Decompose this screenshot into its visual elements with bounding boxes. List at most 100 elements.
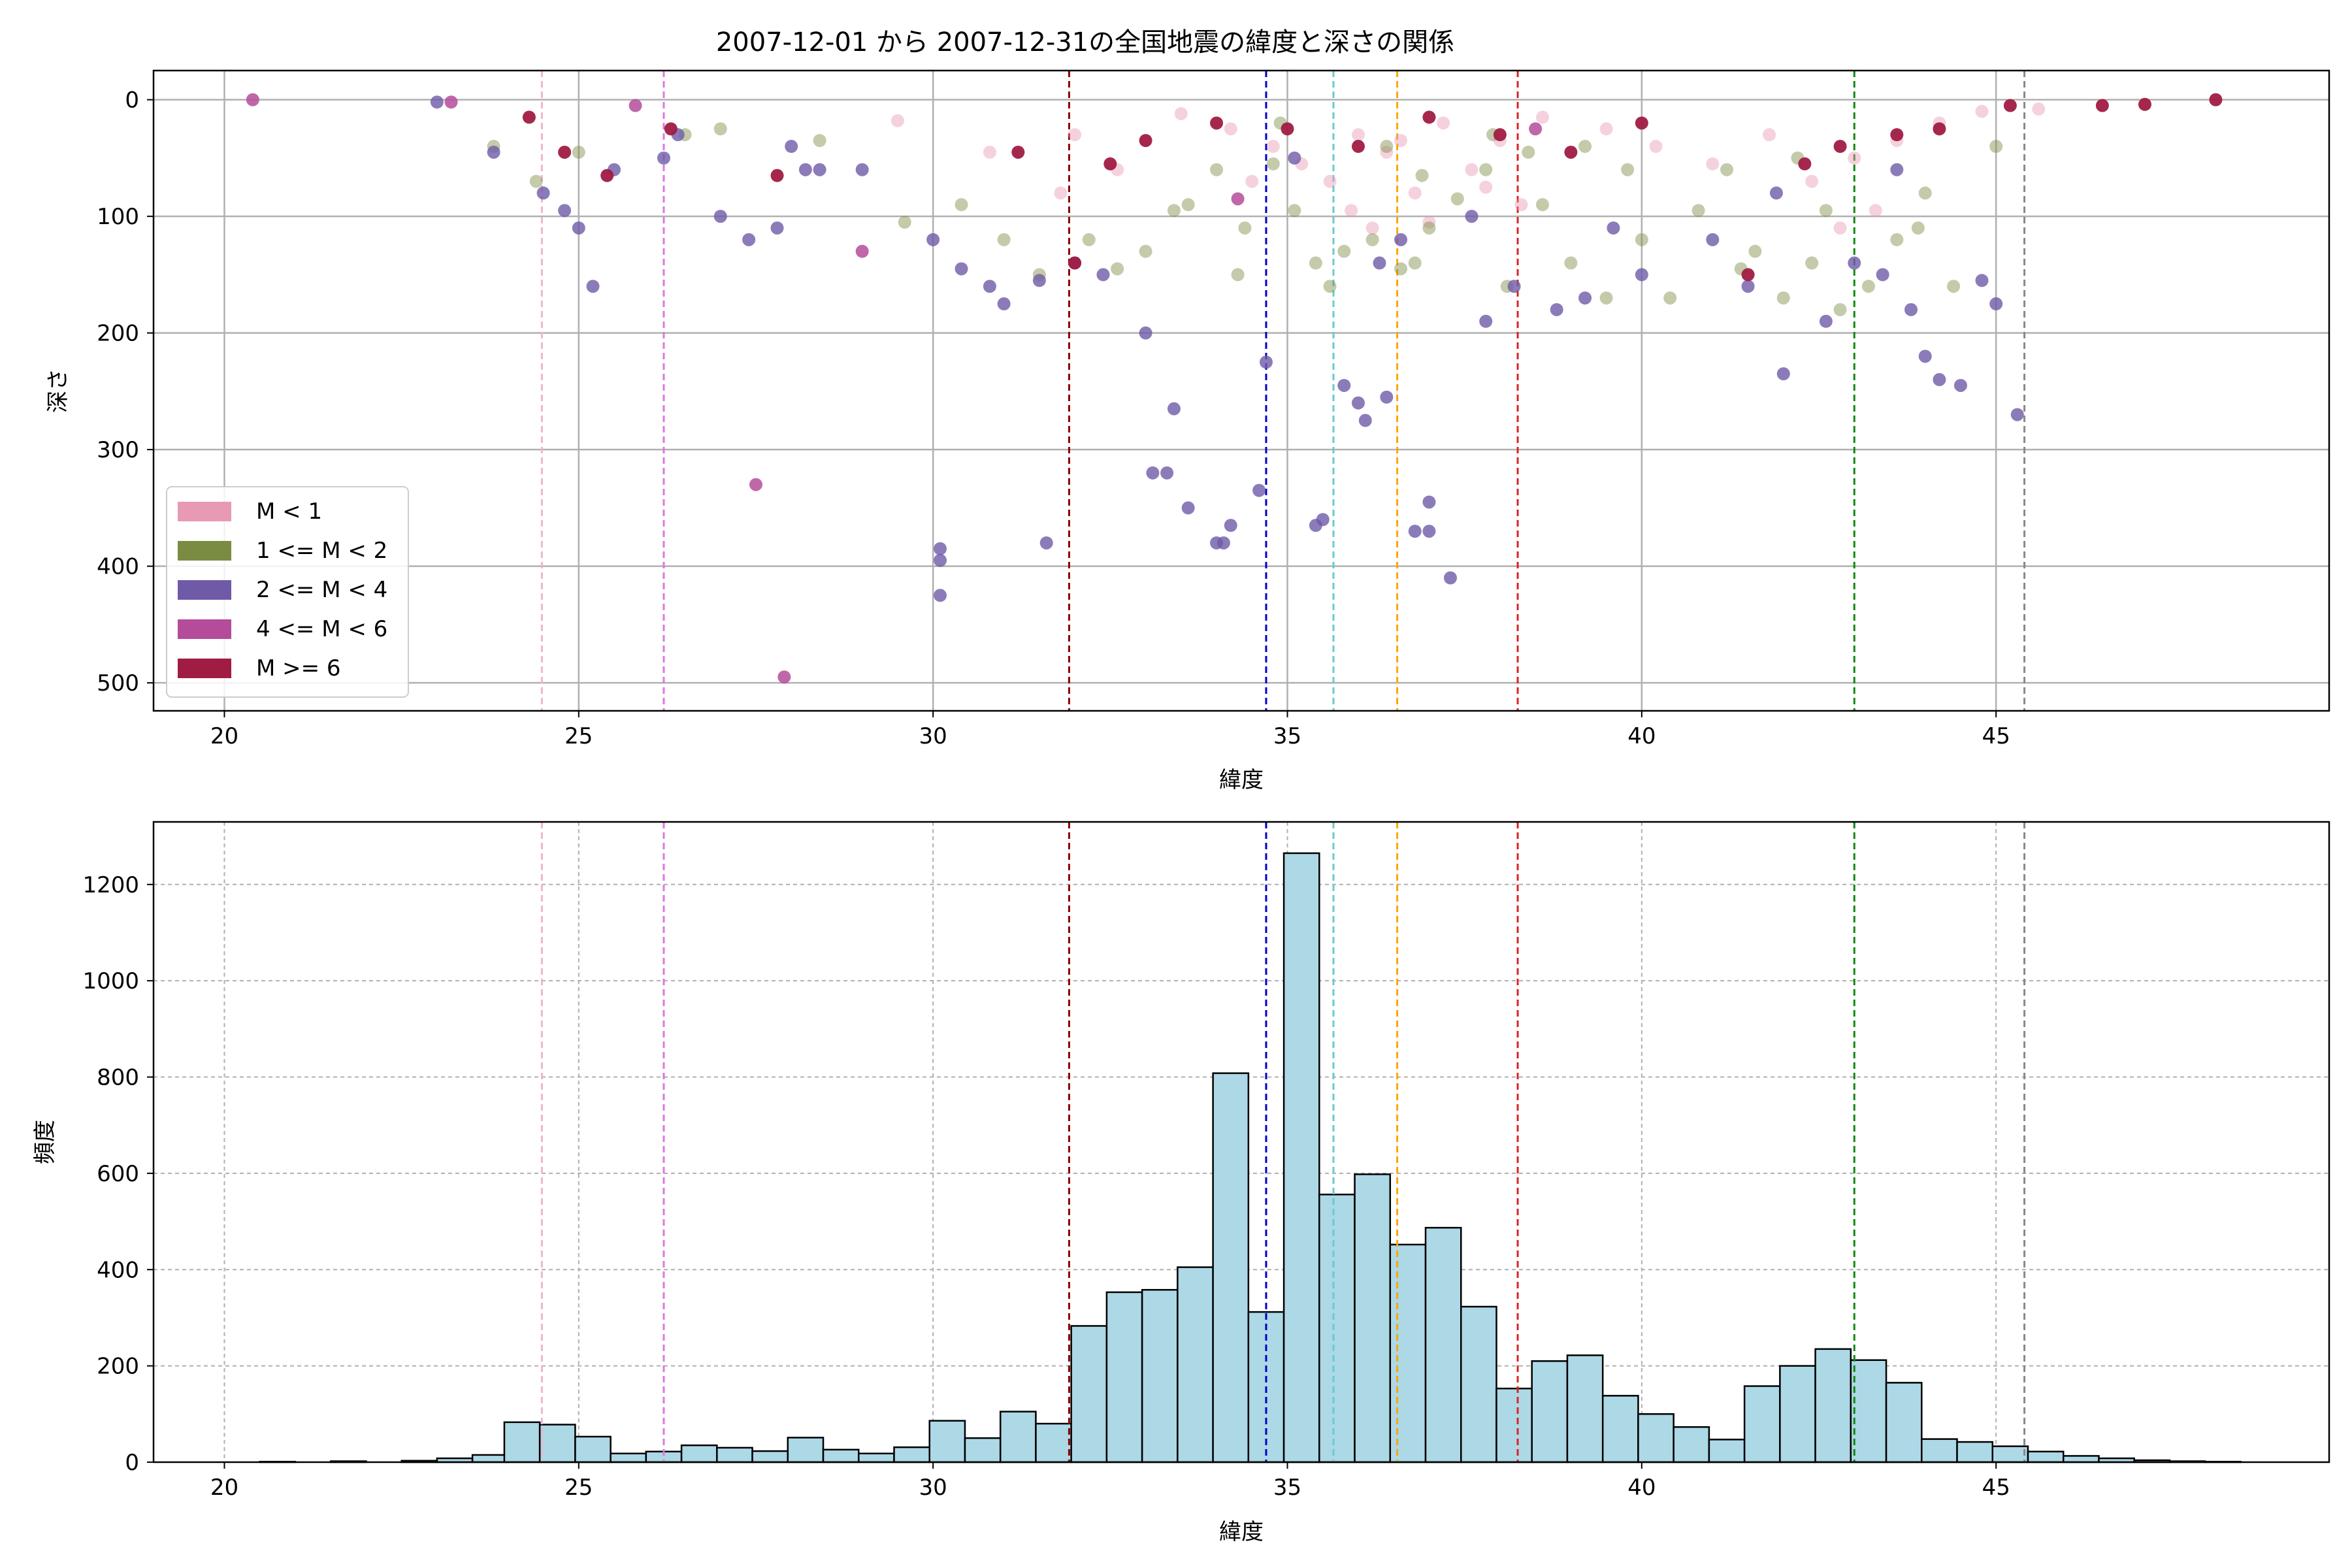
data-point xyxy=(855,163,869,176)
data-point xyxy=(1479,180,1493,194)
data-point xyxy=(1217,536,1230,549)
scatter-title: 2007-12-01 から 2007-12-31の全国地震の緯度と深さの関係 xyxy=(716,27,1454,57)
data-point xyxy=(749,478,762,491)
data-point xyxy=(1890,128,1904,142)
data-point xyxy=(1323,174,1337,188)
histogram-bar xyxy=(1708,1439,1746,1463)
data-point xyxy=(444,95,458,109)
histogram-bar xyxy=(610,1452,647,1463)
histogram-bar xyxy=(2027,1450,2065,1463)
data-point xyxy=(600,169,614,182)
data-point xyxy=(1989,140,2003,154)
legend-swatch xyxy=(178,541,231,561)
data-point xyxy=(1231,268,1245,282)
data-point xyxy=(1890,163,1904,176)
data-point xyxy=(1082,233,1096,246)
data-point xyxy=(1514,198,1528,212)
data-point xyxy=(1139,244,1152,258)
data-point xyxy=(1741,280,1755,293)
legend-label: 1 <= M < 2 xyxy=(256,538,387,564)
data-point xyxy=(1635,233,1648,246)
y-tick-label: 0 xyxy=(125,88,139,114)
x-tick-label: 20 xyxy=(210,1475,238,1501)
histogram-bar xyxy=(1424,1226,1462,1463)
histogram-bar xyxy=(1779,1365,1816,1463)
data-point xyxy=(572,145,585,159)
data-point xyxy=(572,221,585,235)
data-point xyxy=(1989,297,2003,311)
data-point xyxy=(1507,280,1521,293)
histogram-bar xyxy=(822,1448,860,1463)
data-point xyxy=(586,280,600,293)
data-point xyxy=(1316,513,1330,527)
data-point xyxy=(1288,204,1301,218)
data-point xyxy=(785,140,798,154)
data-point xyxy=(558,204,572,218)
data-point xyxy=(777,670,791,684)
data-point xyxy=(1918,186,1932,200)
data-point xyxy=(1259,355,1273,369)
data-point xyxy=(1096,268,1110,282)
histogram-bar xyxy=(1637,1413,1674,1463)
legend-swatch xyxy=(178,659,231,678)
data-point xyxy=(1741,268,1755,282)
data-point xyxy=(1763,128,1776,142)
data-point xyxy=(1769,186,1783,200)
legend-frame xyxy=(166,486,409,698)
data-point xyxy=(798,163,812,176)
data-point xyxy=(1345,204,1358,218)
data-point xyxy=(926,233,940,246)
histogram-bars xyxy=(259,852,2242,1463)
histogram-bar xyxy=(1743,1385,1781,1463)
data-point xyxy=(1266,157,1280,171)
data-point xyxy=(1281,122,1294,136)
histogram-bar xyxy=(1850,1359,1887,1463)
legend-swatch xyxy=(178,580,231,600)
data-point xyxy=(1422,221,1436,235)
data-point xyxy=(1111,262,1124,276)
histogram-bar xyxy=(1354,1173,1392,1463)
scatter-grid xyxy=(154,71,2329,711)
y-tick-label: 1200 xyxy=(82,872,139,898)
x-tick-label: 20 xyxy=(210,723,238,749)
data-point xyxy=(1358,414,1372,427)
y-tick-label: 100 xyxy=(97,204,139,230)
data-point xyxy=(1607,221,1620,235)
data-point xyxy=(1167,204,1181,218)
data-point xyxy=(1535,198,1549,212)
scatter-reference-lines xyxy=(540,71,2026,711)
data-point xyxy=(1819,314,1833,328)
data-point xyxy=(1139,326,1152,340)
histogram-bar xyxy=(928,1420,966,1463)
data-point xyxy=(1408,525,1422,538)
histogram-bar xyxy=(1673,1426,1710,1463)
data-point xyxy=(2209,93,2223,106)
histogram-bar xyxy=(680,1444,718,1463)
legend-swatch xyxy=(178,502,231,521)
y-tick-label: 0 xyxy=(125,1450,139,1476)
y-tick-label: 400 xyxy=(97,1257,139,1283)
histogram-bar xyxy=(1141,1288,1179,1463)
data-point xyxy=(1876,268,1889,282)
histogram-bar xyxy=(503,1421,541,1463)
histogram-bar xyxy=(1814,1348,1852,1463)
data-point xyxy=(1691,204,1705,218)
data-point xyxy=(1798,157,1812,171)
data-point xyxy=(934,589,947,602)
data-point xyxy=(1706,157,1720,171)
data-point xyxy=(1450,192,1464,206)
data-point xyxy=(1479,163,1493,176)
data-point xyxy=(1365,233,1379,246)
histogram-bar xyxy=(1282,852,1320,1463)
data-point xyxy=(1975,274,1989,287)
y-tick-label: 500 xyxy=(97,670,139,696)
data-point xyxy=(813,163,826,176)
legend-label: M < 1 xyxy=(256,498,322,525)
y-tick-label: 1000 xyxy=(82,968,139,994)
data-point xyxy=(1103,157,1117,171)
x-tick-label: 35 xyxy=(1273,723,1301,749)
data-point xyxy=(1422,216,1436,229)
scatter-panel: 20 25 30 35 40 45 0 100 200 300 400 500 緯度 深さ M < … xyxy=(45,69,2330,793)
data-point xyxy=(1415,169,1429,182)
data-point xyxy=(1408,186,1422,200)
